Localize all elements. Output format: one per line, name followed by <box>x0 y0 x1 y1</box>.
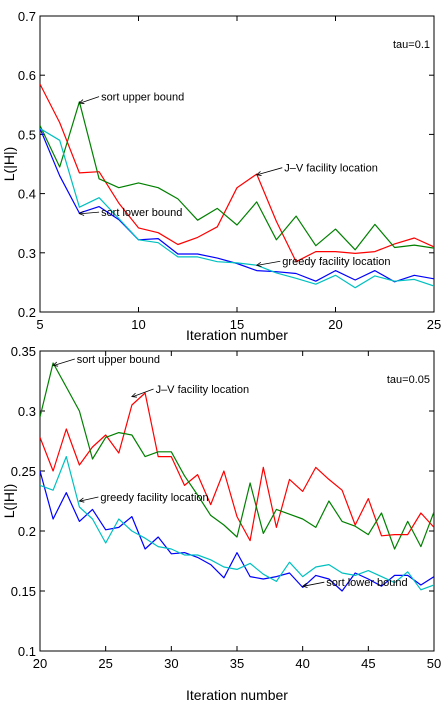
annotation-arrowhead <box>255 171 262 176</box>
y-tick-label: 0.2 <box>18 305 36 320</box>
y-tick-label: 0.6 <box>18 68 36 83</box>
x-tick-label: 50 <box>427 656 441 671</box>
y-tick-label: 0.1 <box>18 644 36 659</box>
annotation-label: greedy facility location <box>282 256 390 268</box>
top-chart: 5 10 15 20 25 0.2 0.3 0.4 0.5 0.6 0.7 Iteration num… <box>1 9 441 343</box>
tau-label: tau=0.1 <box>393 39 430 51</box>
y-tick-label: 0.3 <box>18 246 36 261</box>
annotation-arrow <box>303 581 325 587</box>
x-tick-label: 20 <box>328 317 342 332</box>
annotation-arrowhead <box>78 210 85 216</box>
annotation-arrow <box>257 260 281 266</box>
y-tick-label: 0.15 <box>11 584 36 599</box>
x-axis-label: Iteration number <box>186 327 288 343</box>
plot-frame <box>39 350 435 652</box>
y-tick-label: 0.7 <box>18 9 36 24</box>
tau-label: tau=0.05 <box>387 374 430 386</box>
x-tick-label: 25 <box>98 656 112 671</box>
annotation-arrowhead <box>131 392 137 398</box>
annotation-label: sort lower bound <box>101 207 182 219</box>
x-tick-label: 30 <box>164 656 178 671</box>
annotation-label: J–V facility location <box>156 384 250 396</box>
y-tick-label: 0.3 <box>18 404 36 419</box>
x-tick-label: 40 <box>295 656 309 671</box>
series-line-3 <box>40 127 434 289</box>
annotation-arrow <box>54 358 75 366</box>
annotation-arrow <box>132 388 154 397</box>
annotation-arrow <box>257 167 283 176</box>
annotation-label: greedy facility location <box>100 492 208 504</box>
annotation-arrow <box>80 496 99 502</box>
series-line-1 <box>40 362 434 550</box>
series-line-2 <box>40 470 434 592</box>
y-tick-label: 0.5 <box>18 127 36 142</box>
y-tick-label: 0.25 <box>11 464 36 479</box>
y-tick-label: 0.2 <box>18 524 36 539</box>
y-axis-label: L(|H|) <box>1 484 17 519</box>
x-tick-label: 35 <box>230 656 244 671</box>
annotation-label: J–V facility location <box>284 163 378 175</box>
annotation-arrowhead <box>78 497 85 503</box>
x-tick-label: 15 <box>230 317 244 332</box>
y-axis-label: L(|H|) <box>1 147 17 182</box>
bottom-chart: 20 25 30 35 40 45 50 0.1 0.15 0.2 0.25 0.3 0.35 Itera… <box>1 344 441 703</box>
annotation-arrow <box>80 211 100 215</box>
y-tick-label: 0.4 <box>18 187 36 202</box>
x-tick-label: 5 <box>36 317 43 332</box>
annotation-label: sort upper bound <box>101 92 184 104</box>
series-group <box>40 362 434 592</box>
series-line-0 <box>40 392 434 542</box>
annotation-label: sort upper bound <box>77 354 160 366</box>
y-tick-label: 0.35 <box>11 344 36 359</box>
x-tick-label: 25 <box>427 317 441 332</box>
x-tick-label: 10 <box>131 317 145 332</box>
series-line-1 <box>40 101 434 251</box>
x-tick-label: 45 <box>361 656 375 671</box>
annotation-arrowhead <box>52 361 59 367</box>
annotation-arrowhead <box>78 99 85 105</box>
x-tick-label: 20 <box>33 656 47 671</box>
annotation-arrow <box>80 96 100 104</box>
series-group <box>40 83 434 289</box>
annotation-arrowhead <box>255 261 262 267</box>
x-axis-label: Iteration number <box>186 687 288 703</box>
annotation-arrowhead <box>301 582 308 588</box>
series-line-3 <box>40 456 434 591</box>
annotation-label: sort lower bound <box>326 577 407 589</box>
